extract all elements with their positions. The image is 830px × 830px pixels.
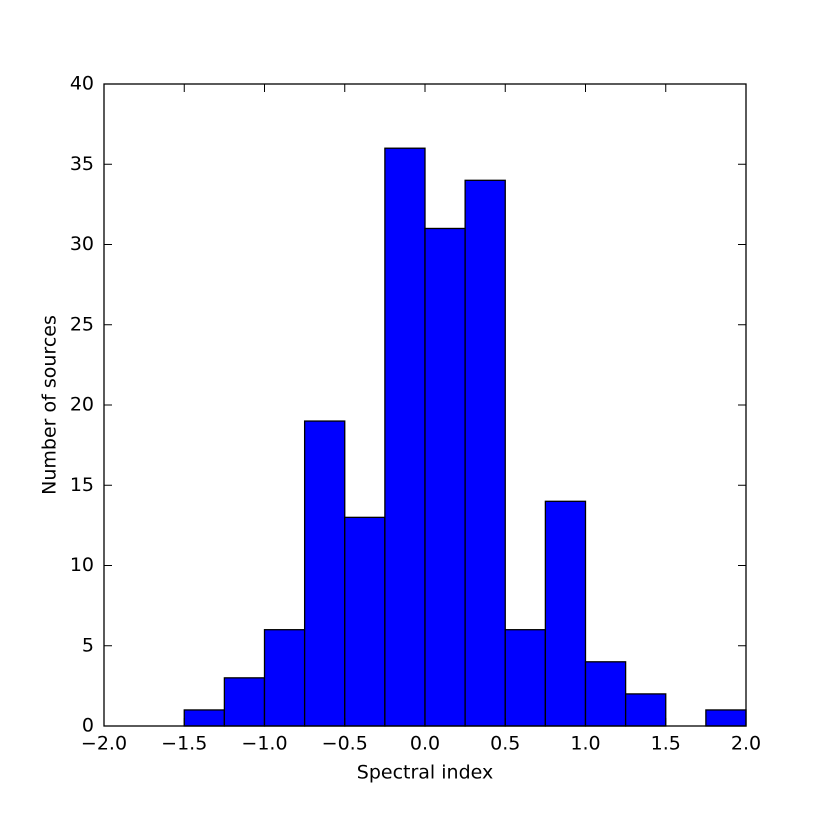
bar: [705, 709, 747, 727]
bar: [544, 500, 587, 727]
y-tick-label: 15: [70, 474, 94, 496]
x-tick-label: −2.0: [81, 733, 127, 755]
y-tick-label: 35: [70, 153, 94, 175]
bar: [464, 179, 506, 727]
x-tick-label: 1.5: [651, 733, 681, 755]
x-tick-label: 1.0: [570, 733, 600, 755]
y-tick-label: 40: [70, 73, 94, 95]
y-tick-label: 20: [70, 394, 94, 416]
x-tick-label: 0.0: [410, 733, 440, 755]
bar: [384, 147, 426, 727]
y-tick-label: 0: [82, 715, 94, 737]
y-tick-label: 25: [70, 313, 94, 335]
bar: [344, 516, 386, 727]
bar: [303, 420, 346, 727]
x-tick-label: 0.5: [490, 733, 520, 755]
bar: [183, 709, 226, 727]
bar: [624, 693, 667, 727]
x-tick-label: 2.0: [731, 733, 761, 755]
x-tick-label: −1.0: [241, 733, 287, 755]
bar: [584, 661, 627, 727]
bar: [424, 227, 466, 727]
y-tick-label: 5: [82, 634, 94, 656]
x-axis-label: Spectral index: [357, 762, 493, 784]
bar: [504, 629, 547, 727]
x-tick-label: −1.5: [161, 733, 207, 755]
bar: [223, 677, 266, 727]
y-tick-label: 10: [70, 554, 94, 576]
bar: [263, 629, 306, 727]
x-tick-label: −0.5: [322, 733, 368, 755]
y-tick-label: 30: [70, 233, 94, 255]
y-axis-label: Number of sources: [39, 315, 61, 495]
